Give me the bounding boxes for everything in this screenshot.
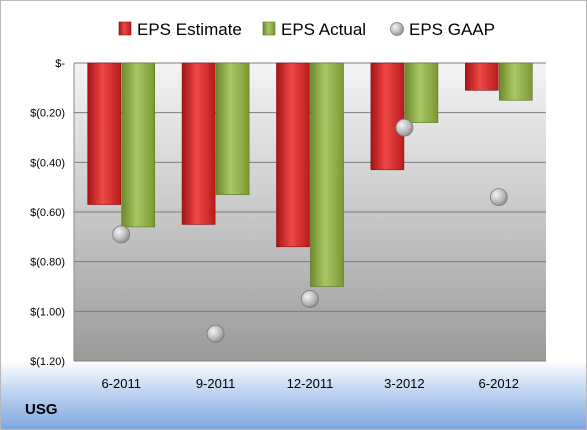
bar-eps-actual xyxy=(121,62,155,228)
bar-eps-actual xyxy=(310,62,344,287)
y-tick-label: $(0.40) xyxy=(30,157,65,169)
x-tick-label: 9-2011 xyxy=(196,376,236,391)
y-tick-label: $(0.80) xyxy=(30,257,65,269)
point-eps-gaap xyxy=(112,225,131,244)
bar-eps-estimate xyxy=(370,62,405,171)
y-axis: $- $(0.20) $(0.40) $(0.60) $(0.80) $(1.00) $(1… xyxy=(30,58,75,368)
legend-label: EPS GAAP xyxy=(409,20,495,39)
x-tick-label: 6-2011 xyxy=(101,376,141,391)
bar-eps-estimate xyxy=(87,62,121,205)
legend-marker-estimate xyxy=(118,21,132,36)
gaap-points xyxy=(112,118,508,343)
bar-eps-estimate xyxy=(464,62,499,91)
legend-marker-actual xyxy=(262,21,276,36)
point-eps-gaap xyxy=(395,118,414,137)
point-eps-gaap xyxy=(206,324,225,343)
legend-label: EPS Actual xyxy=(281,20,366,39)
point-eps-gaap xyxy=(301,290,319,308)
bar-eps-estimate xyxy=(276,62,310,248)
legend-item-eps-gaap: EPS GAAP xyxy=(390,20,495,39)
legend-label: EPS Estimate xyxy=(137,20,242,39)
legend: EPS Estimate EPS Actual EPS GAAP xyxy=(118,20,495,39)
x-axis: 6-2011 9-2011 12-2011 3-2012 6-2012 xyxy=(101,376,519,391)
legend-item-eps-actual: EPS Actual xyxy=(262,20,366,39)
bar-eps-estimate xyxy=(181,62,216,225)
y-tick-label: $- xyxy=(55,58,65,70)
y-tick-label: $(0.20) xyxy=(30,108,65,120)
point-eps-gaap xyxy=(489,188,508,207)
legend-item-eps-estimate: EPS Estimate xyxy=(118,20,242,39)
company-label: USG xyxy=(25,401,58,418)
y-tick-label: $(0.60) xyxy=(30,207,65,219)
x-tick-label: 12-2011 xyxy=(287,376,334,391)
bar-eps-actual xyxy=(498,62,533,101)
y-tick-label: $(1.00) xyxy=(30,306,65,318)
x-tick-label: 6-2012 xyxy=(479,376,519,391)
x-tick-label: 3-2012 xyxy=(384,376,424,391)
bars xyxy=(87,62,533,287)
y-tick-label: $(1.20) xyxy=(30,356,65,368)
legend-marker-gaap xyxy=(390,22,404,36)
bar-eps-actual xyxy=(404,62,439,123)
bar-eps-actual xyxy=(215,62,250,195)
